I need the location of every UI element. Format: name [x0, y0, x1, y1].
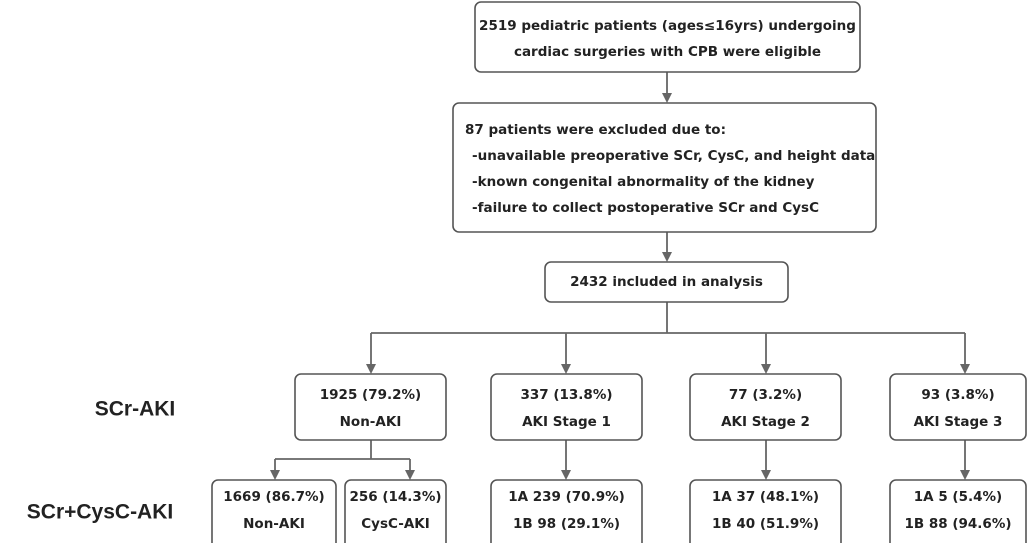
- box-text: 1A 5 (5.4%): [914, 489, 1002, 505]
- box-text: -known congenital abnormality of the kid…: [472, 174, 815, 190]
- box: [452, 102, 877, 233]
- box: [211, 479, 337, 543]
- box-text: AKI Stage 2: [721, 414, 810, 430]
- box-text: Non-AKI: [243, 516, 305, 532]
- box-text: 1669 (86.7%): [223, 489, 324, 505]
- connectors: [270, 72, 970, 480]
- box: [344, 479, 447, 543]
- box-text: 87 patients were excluded due to:: [465, 122, 726, 138]
- box: [889, 479, 1027, 543]
- box-text: 337 (13.8%): [520, 387, 612, 403]
- box: [689, 373, 842, 441]
- box-text: -failure to collect postoperative SCr an…: [472, 200, 819, 216]
- box: [544, 261, 789, 303]
- row-label: SCr-AKI: [95, 398, 176, 421]
- box-text: CysC-AKI: [361, 516, 430, 532]
- box-text: 2519 pediatric patients (ages≤16yrs) und…: [479, 18, 856, 34]
- box-text: 1B 98 (29.1%): [513, 516, 620, 532]
- box: [889, 373, 1027, 441]
- box: [689, 479, 842, 543]
- box-text: 1B 88 (94.6%): [904, 516, 1011, 532]
- box-text: -unavailable preoperative SCr, CysC, and…: [472, 148, 875, 164]
- box: [490, 479, 643, 543]
- row-label: SCr+CysC-AKI: [27, 501, 173, 524]
- box: [294, 373, 447, 441]
- box-text: 1A 239 (70.9%): [508, 489, 625, 505]
- box: [490, 373, 643, 441]
- box-text: 2432 included in analysis: [570, 274, 763, 290]
- box: [474, 1, 861, 73]
- box-text: Non-AKI: [340, 414, 402, 430]
- box-text: 256 (14.3%): [349, 489, 441, 505]
- box-text: 1A 37 (48.1%): [712, 489, 819, 505]
- box-text: 1925 (79.2%): [320, 387, 421, 403]
- box-text: 77 (3.2%): [729, 387, 802, 403]
- box-text: 93 (3.8%): [921, 387, 994, 403]
- box-text: AKI Stage 3: [914, 414, 1003, 430]
- box-text: cardiac surgeries with CPB were eligible: [514, 44, 821, 60]
- box-text: 1B 40 (51.9%): [712, 516, 819, 532]
- box-text: AKI Stage 1: [522, 414, 611, 430]
